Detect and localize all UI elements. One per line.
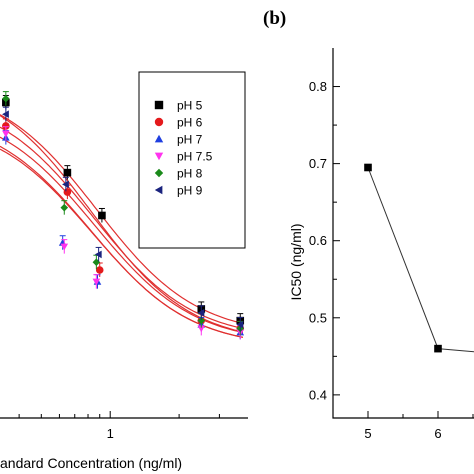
panel-b-axes	[332, 48, 474, 419]
panel-a-dose-response-chart: 1 andard Concentration (ng/ml) pH 5pH 6p…	[0, 71, 248, 471]
panel-a-data-points	[2, 91, 245, 340]
x-tick-label: 5	[364, 426, 371, 441]
panel-a-x-ticks: 1	[18, 411, 220, 441]
data-point	[95, 266, 104, 274]
data-point	[197, 325, 206, 333]
data-point	[92, 258, 101, 267]
data-point	[197, 309, 205, 317]
data-point	[92, 278, 101, 286]
legend-label: pH 7	[177, 133, 203, 147]
x-tick-label: 6	[434, 426, 441, 441]
x-tick-label: 1	[107, 426, 114, 441]
legend-label: pH 5	[177, 99, 203, 113]
y-tick-label: 0.8	[309, 79, 327, 94]
y-tick-label: 0.4	[309, 387, 327, 402]
y-tick-label: 0.7	[309, 156, 327, 171]
legend-marker	[154, 117, 164, 127]
legend-marker	[154, 134, 164, 143]
legend-label: pH 9	[177, 184, 203, 198]
data-point	[98, 211, 106, 220]
legend-label: pH 6	[177, 116, 203, 130]
panel-b-series	[364, 163, 474, 353]
series-line	[367, 167, 474, 353]
y-tick-label: 0.5	[309, 310, 327, 325]
data-point	[2, 130, 10, 138]
data-point	[434, 344, 442, 353]
legend-marker	[154, 100, 164, 110]
legend-marker	[154, 152, 164, 161]
legend-label: pH 8	[177, 167, 203, 181]
data-point	[62, 180, 69, 189]
panel-a-legend: pH 5 pH 6 pH 7 pH 7.5 pH 8 pH 9	[138, 71, 246, 249]
data-point	[60, 243, 69, 251]
data-point	[197, 316, 206, 325]
data-point	[2, 94, 10, 103]
data-point	[63, 168, 72, 177]
data-point	[63, 188, 72, 196]
data-point	[60, 203, 69, 212]
panel-a-x-axis-title: andard Concentration (ng/ml)	[0, 455, 182, 471]
data-point	[94, 250, 102, 259]
panel-b-label: (b)	[263, 8, 286, 29]
legend-marker	[154, 185, 163, 195]
legend-label: pH 7.5	[177, 150, 213, 164]
data-point	[2, 110, 9, 119]
panel-b-y-axis-title: IC50 (ng/ml)	[288, 223, 304, 300]
data-point	[236, 320, 244, 329]
data-point	[2, 122, 10, 130]
panel-b-y-ticks: 0.4 0.5 0.6 0.7 0.8	[309, 79, 340, 402]
data-point	[364, 163, 372, 172]
legend-marker	[154, 168, 164, 178]
y-tick-label: 0.6	[309, 233, 327, 248]
